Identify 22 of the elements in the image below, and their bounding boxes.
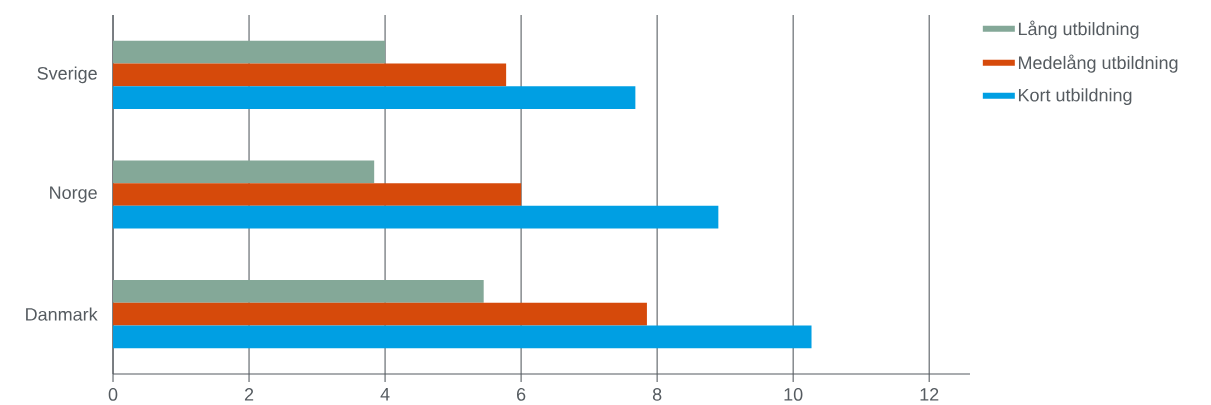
bar (113, 205, 719, 229)
x-tick-label: 2 (244, 387, 254, 401)
bar (113, 86, 636, 109)
x-tick-label: 10 (784, 387, 803, 401)
bar (113, 279, 484, 303)
bar (113, 302, 647, 326)
y-tick-label: Sverige (37, 66, 97, 84)
x-tick-label: 8 (652, 387, 662, 401)
bar (113, 160, 375, 184)
legend-label: Lång utbildning (1018, 20, 1139, 39)
legend-label: Kort utbildning (1018, 88, 1132, 105)
bar (113, 183, 522, 206)
bar (113, 325, 812, 349)
y-tick-label: Norge (50, 186, 97, 203)
y-tick-label: Danmark (26, 307, 98, 321)
x-tick-label: 6 (517, 387, 526, 401)
legend-label: Medelång utbildning (1018, 54, 1178, 73)
x-tick-label: 0 (108, 387, 118, 401)
bar (113, 40, 386, 64)
x-tick-label: 4 (380, 387, 390, 401)
x-tick-label: 12 (920, 387, 939, 401)
bar (113, 63, 507, 87)
